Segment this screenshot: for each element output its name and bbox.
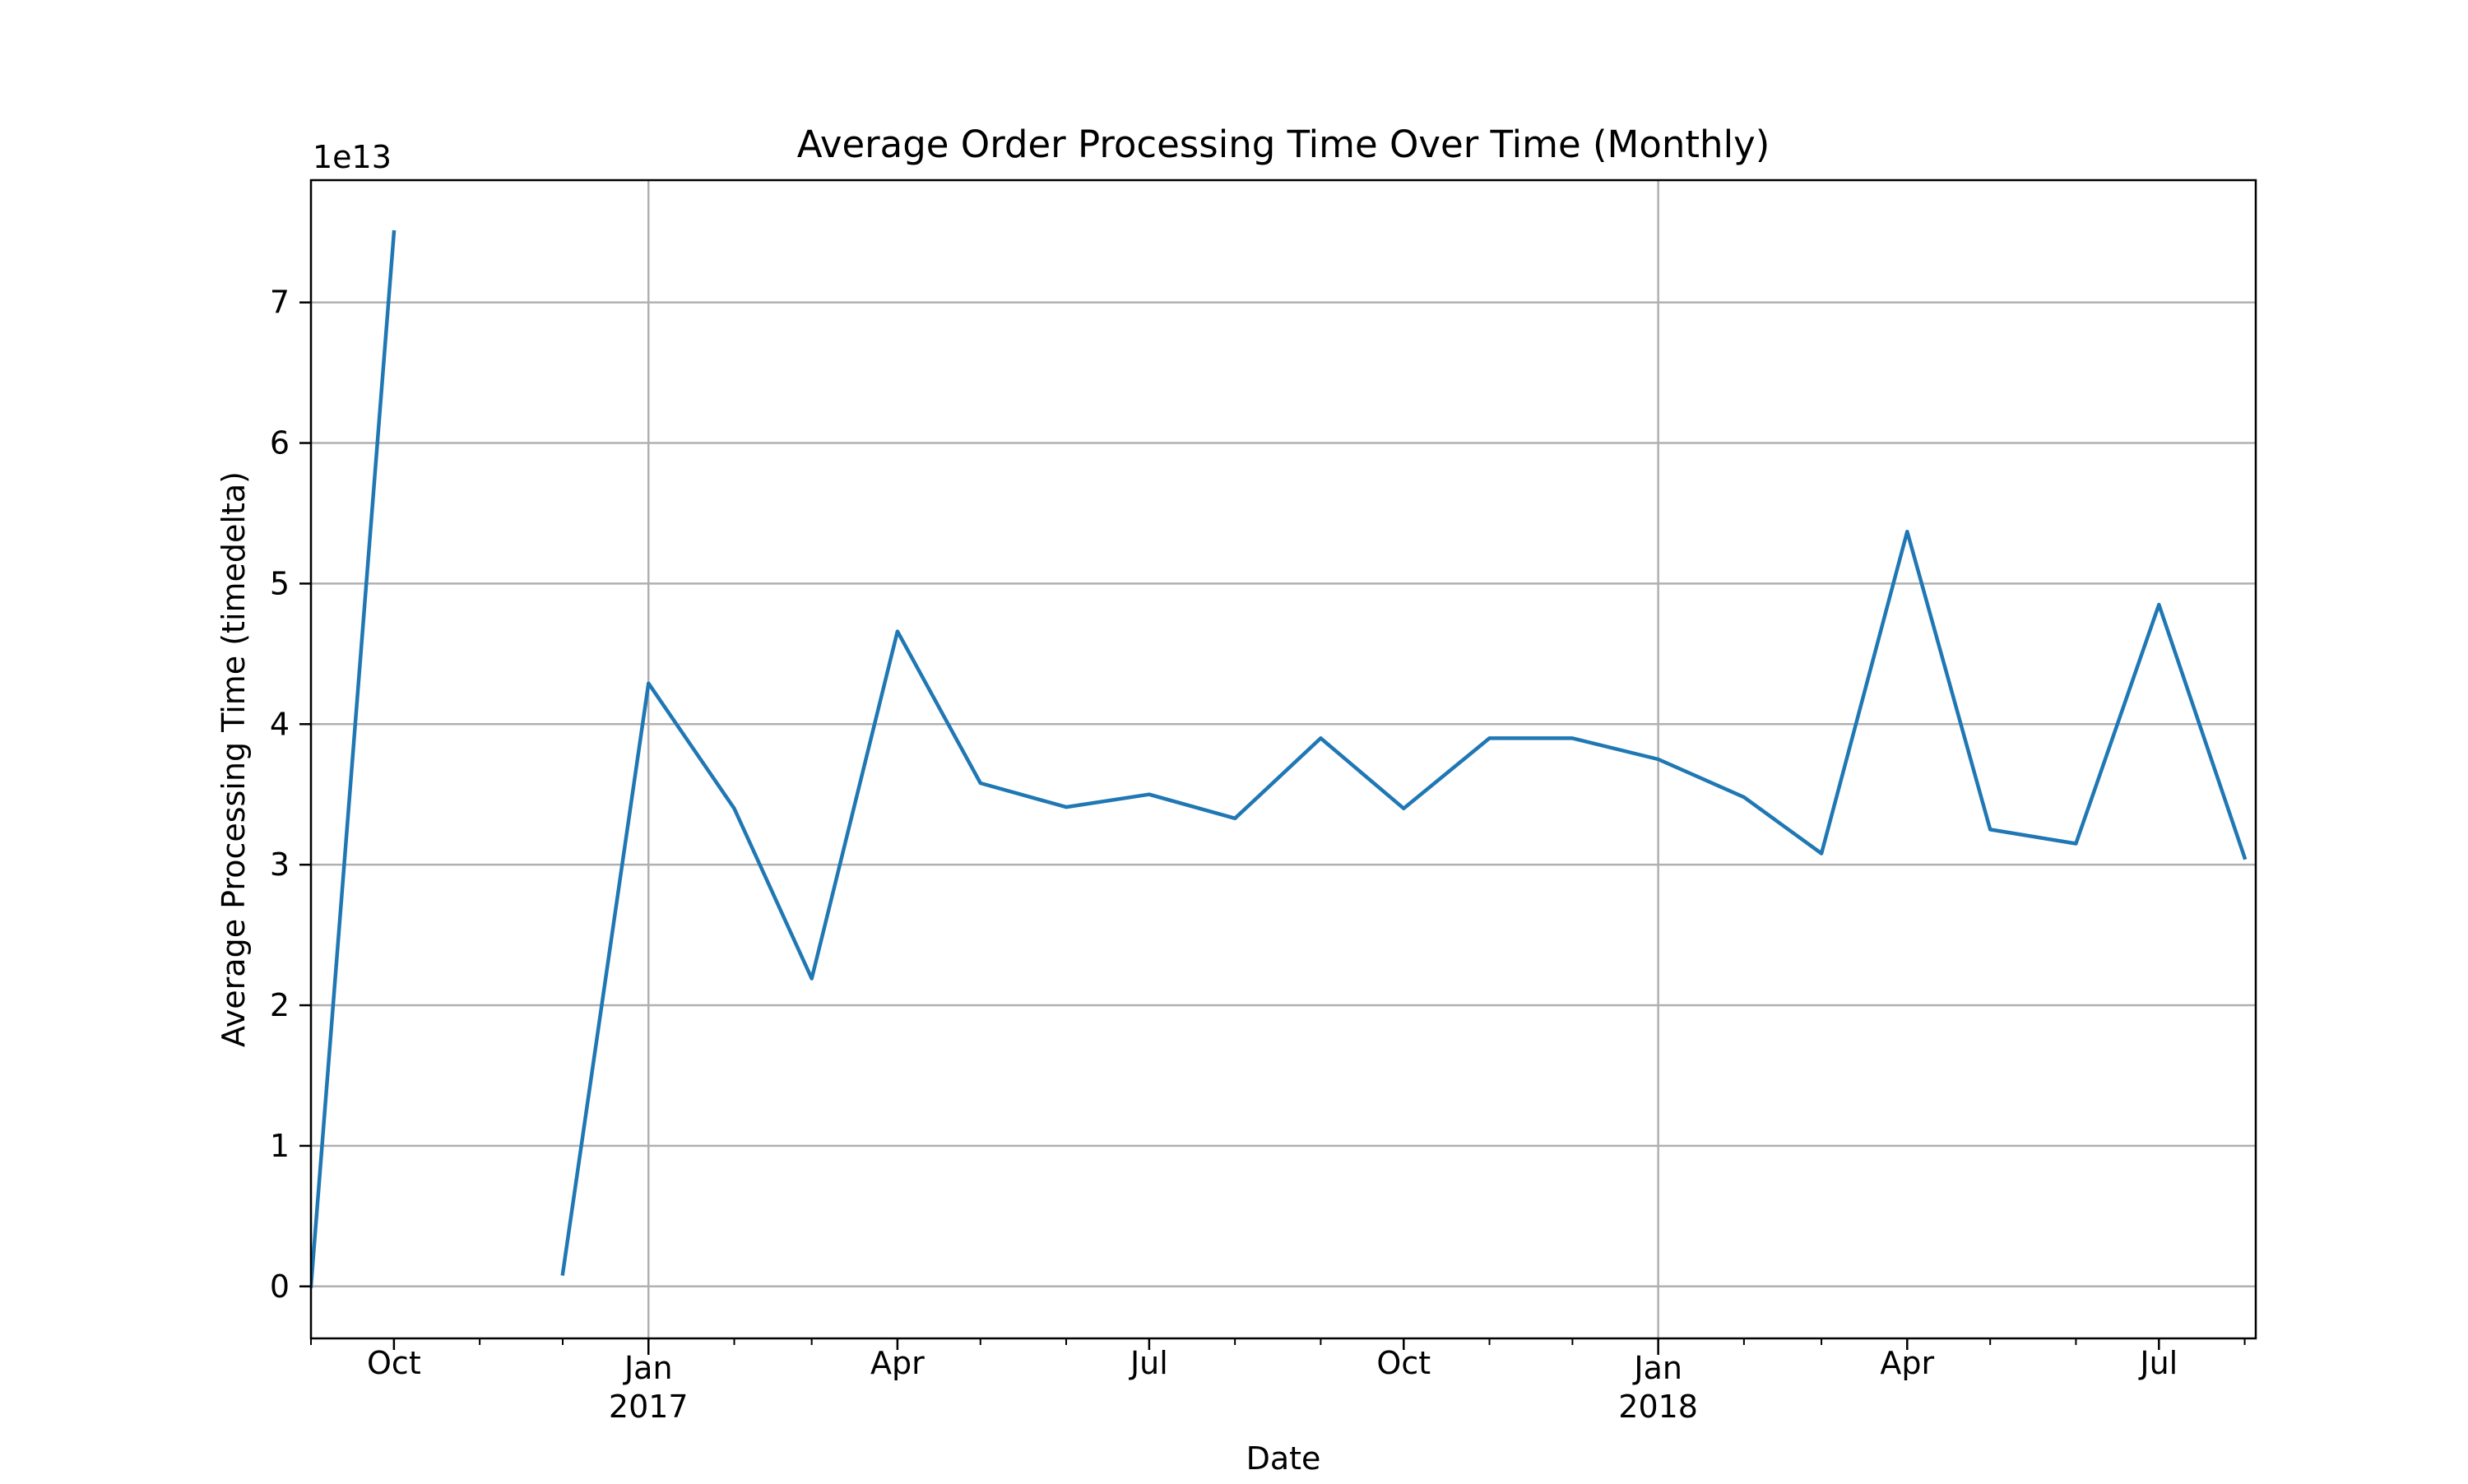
series-line [311, 230, 397, 1289]
y-axis-offset-label: 1e13 [313, 139, 392, 175]
x-tick-label: Jul [2138, 1345, 2178, 1381]
x-tick-label: Jul [1129, 1345, 1168, 1381]
y-tick-label: 3 [270, 846, 290, 883]
axes-frame [309, 179, 2257, 1340]
plot-area [311, 230, 2248, 1289]
x-tick-label: Jan [1632, 1350, 1682, 1386]
y-axis-label: Average Processing Time (timedelta) [216, 471, 252, 1047]
grid-lines [311, 180, 2256, 1338]
chart-title: Average Order Processing Time Over Time … [797, 123, 1770, 166]
y-tick-label: 1 [270, 1128, 290, 1164]
y-tick-label: 0 [270, 1268, 290, 1305]
y-tick-label: 5 [270, 565, 290, 601]
y-tick-label: 4 [270, 706, 290, 742]
x-tick-year-label: 2018 [1618, 1389, 1698, 1425]
x-tick-label: Apr [1880, 1345, 1934, 1381]
series-line [560, 529, 2248, 1276]
y-tick-label: 7 [270, 285, 290, 321]
y-tick-label: 2 [270, 987, 290, 1023]
x-tick-label: Oct [1376, 1345, 1431, 1381]
x-tick-label: Jan [623, 1350, 673, 1386]
x-tick-label: Apr [870, 1345, 925, 1381]
x-tick-label: Oct [367, 1345, 421, 1381]
x-tick-year-label: 2017 [609, 1389, 689, 1425]
x-axis-label: Date [1246, 1440, 1321, 1477]
y-tick-label: 6 [270, 425, 290, 461]
